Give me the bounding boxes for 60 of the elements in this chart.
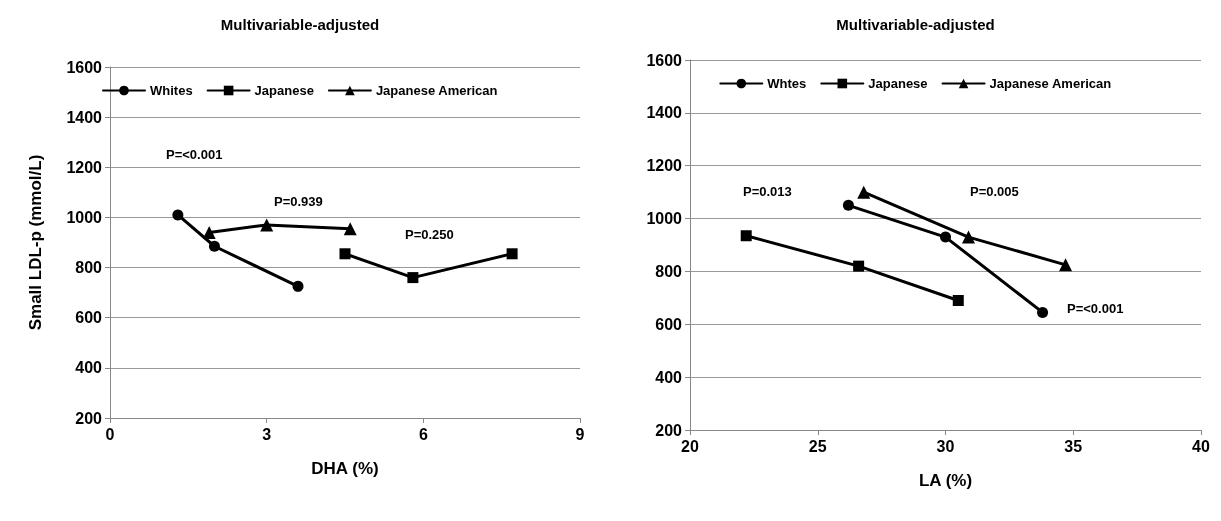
point bbox=[506, 248, 518, 260]
point bbox=[407, 272, 419, 284]
annotation: P=0.250 bbox=[405, 227, 454, 242]
y-tick-label: 1600 bbox=[66, 58, 103, 76]
point bbox=[172, 209, 184, 221]
y-axis-title: Small LDL-p (mmol/L) bbox=[26, 154, 45, 331]
point bbox=[952, 295, 964, 306]
y-tick-label: 1000 bbox=[66, 208, 103, 226]
point bbox=[857, 185, 871, 199]
point bbox=[1037, 306, 1049, 318]
x-tick-label: 6 bbox=[418, 425, 428, 443]
point bbox=[292, 280, 304, 292]
annotation: P=<0.001 bbox=[1067, 301, 1124, 316]
x-tick-label: 20 bbox=[681, 437, 699, 455]
annotation: P=<0.001 bbox=[166, 147, 223, 162]
chart-title: Multivariable-adjusted bbox=[836, 16, 995, 33]
point bbox=[208, 240, 220, 252]
y-tick-label: 200 bbox=[655, 421, 683, 439]
x-axis-title: DHA (%) bbox=[311, 459, 379, 478]
point bbox=[940, 231, 951, 243]
y-tick-label: 400 bbox=[655, 368, 683, 386]
x-tick-label: 35 bbox=[1064, 437, 1083, 455]
point bbox=[202, 225, 216, 239]
legend-label: Japanese American bbox=[989, 76, 1112, 91]
y-tick-label: 1400 bbox=[66, 108, 103, 126]
y-tick-label: 1000 bbox=[646, 210, 683, 228]
point bbox=[1059, 258, 1073, 272]
y-tick-label: 800 bbox=[655, 262, 683, 280]
point bbox=[339, 248, 351, 260]
point bbox=[260, 218, 274, 232]
y-tick-label: 600 bbox=[655, 315, 683, 333]
legend-label: Whites bbox=[150, 83, 193, 98]
x-axis-title: LA (%) bbox=[918, 471, 973, 490]
legend-label: Whtes bbox=[767, 76, 807, 91]
y-tick-label: 800 bbox=[75, 259, 103, 277]
y-tick-label: 1200 bbox=[66, 158, 103, 176]
x-tick-label: 40 bbox=[1192, 437, 1210, 455]
annotation: P=0.005 bbox=[970, 184, 1019, 199]
point bbox=[740, 230, 752, 242]
annotation: P=0.939 bbox=[274, 194, 323, 209]
chart-title: Multivariable-adjusted bbox=[220, 16, 380, 33]
legend-label: Japanese bbox=[254, 83, 314, 98]
point bbox=[853, 260, 865, 272]
point bbox=[961, 230, 975, 244]
x-tick-label: 9 bbox=[575, 425, 585, 443]
y-tick-label: 1200 bbox=[646, 157, 683, 175]
x-tick-label: 0 bbox=[105, 425, 115, 443]
x-tick-label: 25 bbox=[808, 437, 827, 455]
legend-label: Japanese bbox=[868, 76, 928, 91]
y-tick-label: 1600 bbox=[646, 51, 683, 69]
y-tick-label: 600 bbox=[75, 309, 103, 327]
annotation: P=0.013 bbox=[743, 184, 792, 199]
legend-label: Japanese American bbox=[375, 83, 498, 98]
point bbox=[343, 222, 357, 236]
x-tick-label: 30 bbox=[936, 437, 955, 455]
y-tick-label: 200 bbox=[75, 409, 103, 427]
y-tick-label: 400 bbox=[75, 359, 103, 377]
x-tick-label: 3 bbox=[262, 425, 272, 443]
y-tick-label: 1400 bbox=[646, 104, 683, 122]
point bbox=[842, 199, 854, 211]
